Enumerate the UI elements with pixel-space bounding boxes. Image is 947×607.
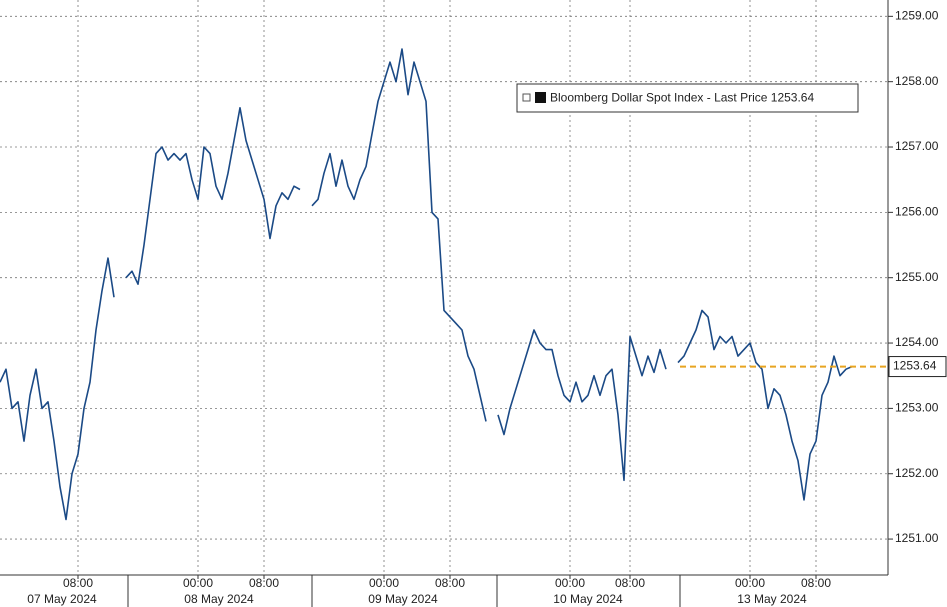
price-line [0,48,853,521]
last-price-label: 1253.64 [893,359,937,373]
legend-last-price: 1253.64 [771,91,815,105]
legend: Bloomberg Dollar Spot Index - Last Price… [516,83,859,113]
x-tick-label: 08:00 [615,576,645,590]
x-tick-label: 00:00 [555,576,585,590]
y-tick-label: 1251.00 [895,531,939,545]
x-tick-label: 00:00 [369,576,399,590]
y-tick-label: 1255.00 [895,270,939,284]
y-tick-label: 1256.00 [895,205,939,219]
date-label: 10 May 2024 [553,592,623,606]
legend-toggle[interactable] [522,93,531,102]
date-label: 09 May 2024 [368,592,438,606]
x-tick-label: 00:00 [183,576,213,590]
y-tick-label: 1258.00 [895,74,939,88]
date-label: 08 May 2024 [184,592,254,606]
date-label: 07 May 2024 [27,592,97,606]
y-tick-label: 1253.00 [895,401,939,415]
y-tick-label: 1259.00 [895,9,939,23]
y-tick-label: 1252.00 [895,466,939,480]
plot [0,48,888,521]
legend-series-name: Bloomberg Dollar Spot Index - Last Price [550,91,768,105]
legend-label: Bloomberg Dollar Spot Index - Last Price… [550,91,814,105]
x-tick-label: 08:00 [801,576,831,590]
x-tick-label: 00:00 [735,576,765,590]
legend-box [516,83,859,113]
x-tick-label: 08:00 [435,576,465,590]
date-label: 13 May 2024 [737,592,807,606]
y-tick-label: 1254.00 [895,335,939,349]
x-tick-label: 08:00 [63,576,93,590]
last-price-box [888,356,947,378]
x-tick-label: 08:00 [249,576,279,590]
legend-swatch [535,92,546,103]
y-tick-label: 1257.00 [895,139,939,153]
